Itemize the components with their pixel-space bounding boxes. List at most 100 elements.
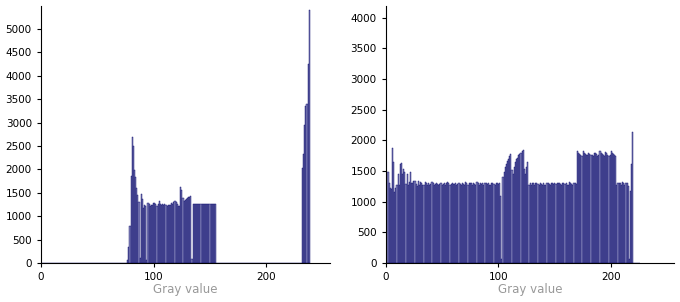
Bar [444, 183, 445, 263]
Bar [438, 185, 439, 263]
Bar [133, 146, 134, 263]
Bar [586, 155, 587, 263]
Bar [168, 205, 169, 263]
Bar [127, 259, 129, 263]
Bar [461, 185, 462, 263]
Bar [518, 155, 520, 263]
Bar [151, 204, 152, 263]
Bar [201, 204, 203, 263]
Bar [421, 183, 422, 263]
Bar [530, 185, 532, 263]
Bar [511, 170, 513, 263]
Bar [498, 184, 499, 263]
Bar [509, 156, 510, 263]
Bar [449, 185, 451, 263]
Bar [510, 154, 511, 263]
Bar [578, 153, 579, 263]
Bar [520, 153, 522, 263]
Bar [467, 185, 469, 263]
Bar [453, 184, 454, 263]
Bar [466, 183, 467, 263]
Bar [617, 183, 619, 263]
Bar [445, 185, 446, 263]
Bar [515, 162, 516, 263]
Bar [211, 204, 213, 263]
Bar [487, 184, 488, 263]
Bar [464, 185, 465, 263]
Bar [481, 184, 482, 263]
Bar [400, 164, 401, 263]
Bar [209, 204, 211, 263]
Bar [386, 258, 388, 263]
Bar [408, 185, 409, 263]
Bar [153, 203, 154, 263]
Bar [537, 184, 539, 263]
Bar [471, 183, 472, 263]
Bar [422, 185, 424, 263]
Bar [522, 152, 523, 263]
Bar [628, 186, 629, 263]
Bar [549, 184, 550, 263]
Bar [579, 154, 580, 263]
Bar [394, 192, 395, 263]
Bar [517, 158, 518, 263]
Bar [491, 183, 492, 263]
Bar [516, 159, 517, 263]
Bar [550, 185, 551, 263]
Bar [189, 197, 190, 263]
Bar [609, 155, 611, 263]
Bar [169, 204, 170, 263]
Bar [158, 201, 160, 263]
Bar [137, 195, 139, 263]
Bar [145, 206, 146, 263]
Bar [401, 163, 402, 263]
Bar [448, 183, 449, 263]
Bar [513, 167, 515, 263]
Bar [542, 185, 543, 263]
Bar [559, 183, 560, 263]
Bar [454, 184, 455, 263]
Bar [590, 155, 592, 263]
Bar [594, 153, 595, 263]
Bar [170, 205, 171, 263]
Bar [558, 183, 559, 263]
Bar [570, 183, 571, 263]
Bar [403, 169, 405, 263]
Bar [543, 183, 544, 263]
Bar [534, 185, 535, 263]
Bar [547, 183, 549, 263]
Bar [215, 204, 216, 263]
Bar [533, 183, 534, 263]
Bar [208, 204, 209, 263]
Bar [499, 183, 500, 263]
Bar [179, 206, 180, 263]
Bar [180, 187, 182, 263]
Bar [571, 184, 573, 263]
Bar [213, 204, 214, 263]
Bar [585, 154, 586, 263]
Bar [569, 182, 570, 263]
X-axis label: Gray value: Gray value [153, 284, 218, 297]
Bar [410, 172, 411, 263]
Bar [626, 183, 628, 263]
Bar [475, 185, 477, 263]
Bar [305, 106, 307, 263]
Bar [391, 189, 392, 263]
Bar [148, 204, 150, 263]
Bar [623, 183, 624, 263]
Bar [187, 198, 188, 263]
Bar [407, 174, 408, 263]
Bar [566, 185, 568, 263]
Bar [524, 169, 525, 263]
Bar [539, 185, 540, 263]
Bar [619, 183, 621, 263]
Bar [484, 183, 486, 263]
Bar [526, 167, 527, 263]
Bar [508, 159, 509, 263]
Bar [435, 184, 436, 263]
Bar [630, 191, 631, 263]
Bar [163, 204, 165, 263]
Bar [413, 182, 414, 263]
Bar [506, 164, 507, 263]
Bar [564, 184, 566, 263]
